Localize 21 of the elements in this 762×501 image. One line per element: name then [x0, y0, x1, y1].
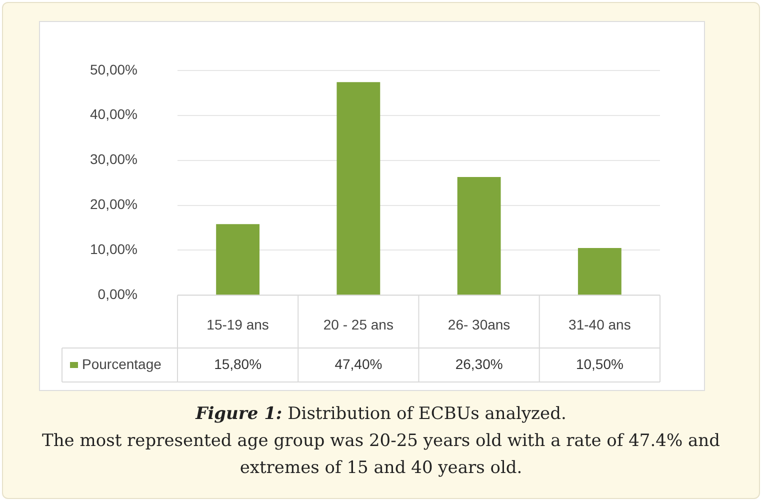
- bar: [336, 82, 380, 295]
- bar: [578, 248, 622, 295]
- caption: Figure 1: Distribution of ECBUs analyzed.: [194, 403, 568, 426]
- y-tick-label: 0,00%: [98, 286, 138, 302]
- x-tick-label: 26- 30ans: [448, 316, 510, 332]
- bar: [457, 176, 501, 295]
- y-tick-label: 50,00%: [90, 61, 138, 78]
- data-label: 26,30%: [455, 356, 503, 372]
- x-tick-label: 20 - 25 ans: [323, 316, 394, 332]
- text: The most represented age group was 20-25 years old with a rate of 47.4% and extremes of 15 and 40 years old.: [40, 430, 721, 480]
- data-label: 10,50%: [576, 356, 624, 372]
- data-label: 47,40%: [334, 356, 382, 372]
- y-tick-label: 20,00%: [90, 196, 138, 212]
- legend-label: Pourcentage: [82, 356, 162, 372]
- data-label: 15,80%: [214, 356, 262, 372]
- y-tick-label: 10,00%: [90, 241, 138, 258]
- y-tick-label: 30,00%: [90, 151, 138, 168]
- x-tick-label: 15-19 ans: [206, 316, 269, 332]
- y-tick-label: 40,00%: [90, 106, 138, 122]
- bar: [216, 224, 260, 295]
- x-tick-label: 31-40 ans: [568, 316, 631, 332]
